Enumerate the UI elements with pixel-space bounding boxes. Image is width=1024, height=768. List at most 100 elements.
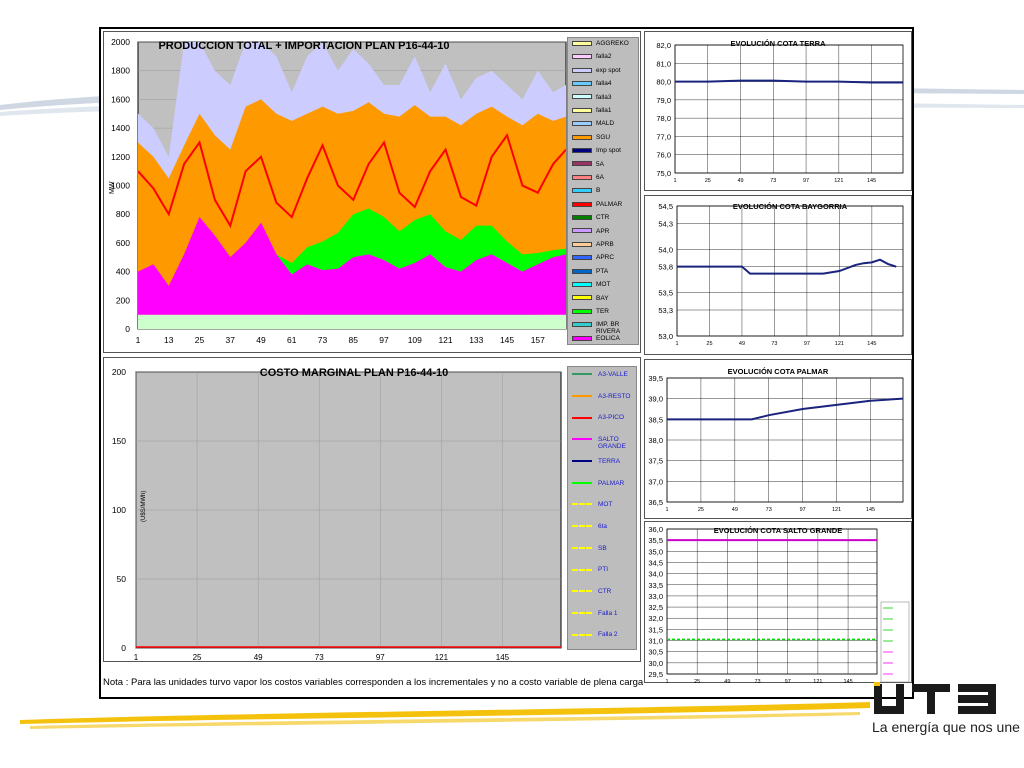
y-tick-label: 50 [117,574,127,584]
y-tick-label: 81,0 [656,59,671,68]
x-tick-label: 25 [195,335,205,345]
legend-label: CTR [598,588,612,595]
x-tick-label: 157 [531,335,545,345]
legend-label: CTR [596,214,610,222]
y-tick-label: 54,0 [658,245,673,254]
legend-item: APRB [572,241,614,248]
legend-item: exp spot [572,67,621,74]
x-tick-label: 73 [766,507,772,513]
legend-item: 5A [572,161,604,168]
x-tick-label: 145 [500,335,514,345]
legend-item: A3-VALLE [572,371,638,378]
x-tick-label: 145 [867,178,876,184]
x-tick-label: 13 [164,335,174,345]
base-band [138,314,566,329]
palmar-panel: 36,5 37,0 37,5 38,0 38,5 39,0 39,5 1 25 49 73 97 121… [644,359,912,519]
legend-label: falla3 [596,93,612,101]
legend-item: TER [572,308,609,315]
legend-item: EOLICA [572,335,620,342]
legend-label: SB [598,544,607,552]
tagline: La energía que nos une [872,719,1020,735]
legend-swatch [572,394,592,397]
legend-item: SGU [572,134,610,141]
legend-label: A3-VALLE [598,371,628,378]
y-tick-label: 33,0 [648,592,663,601]
y-tick-label: 82,0 [656,41,671,50]
y-tick-label: 53,3 [658,306,673,315]
legend-label: AGGREKO [596,40,629,47]
y-tick-label: 0 [125,324,130,334]
y-tick-label: 37,0 [648,477,663,486]
legend-item: MOT [572,281,610,288]
x-tick-label: 73 [771,341,777,347]
y-tick-label: 400 [116,267,130,277]
legend-label: PTA [596,267,609,275]
y-tick-label: 800 [116,209,130,219]
legend-item: CTR [572,588,638,595]
legend-swatch [572,161,592,167]
legend-swatch [572,67,592,73]
legend-item: AGGREKO [572,40,629,47]
y-tick-label: 0 [121,643,126,653]
x-tick-label: 121 [438,335,452,345]
mini-legend [880,601,910,683]
y-tick-label: 34,5 [648,558,663,567]
y-tick-label: 31,5 [648,625,663,634]
x-tick-label: 97 [376,653,385,662]
x-tick-label: 1 [665,679,668,684]
y-tick-label: 53,0 [658,332,673,341]
legend-item: SB [572,545,638,552]
legend-label: falla2 [596,53,612,61]
legend-item: MALD [572,120,614,127]
baygorria-panel: 53,0 53,3 53,5 53,8 54,0 54,3 54,5 1 25 49 73 97 121… [644,195,912,355]
y-tick-label: 54,5 [658,202,673,211]
x-tick-label: 145 [496,653,510,662]
legend-label: PTI [598,566,609,574]
y-tick-label: 1200 [111,152,130,162]
x-tick-label: 109 [408,335,422,345]
legend-swatch [572,134,592,140]
x-tick-label: 49 [739,341,745,347]
legend-label: Falla 2 [598,631,618,639]
y-tick-label: 35,0 [648,547,663,556]
y-tick-label: 33,5 [648,581,663,590]
production-ylabel: MW [109,181,116,194]
legend-swatch [572,590,592,593]
x-tick-label: 49 [724,679,730,684]
legend-label: APRB [596,241,614,248]
x-tick-label: 49 [732,507,738,513]
legend-label: TER [596,308,609,315]
legend-label: SGU [596,133,611,141]
legend-swatch [572,54,592,60]
y-tick-label: 600 [116,238,130,248]
saltogrande-chart: 29,5 30,0 30,5 31,0 31,5 32,0 32,5 33,0 33,5 34,0… [648,525,910,685]
x-tick-label: 1 [665,507,668,513]
legend-swatch [572,568,592,571]
legend-label: falla1 [596,107,612,114]
y-tick-label: 79,0 [656,96,671,105]
y-tick-label: 30,0 [648,659,663,668]
y-tick-label: 39,0 [648,395,663,404]
legend-item: Falla 1 [572,610,638,617]
legend-item: APR [572,228,609,235]
ute-logo [874,682,996,714]
legend-item: IMP. BR RIVERA [572,321,632,335]
y-tick-label: 1800 [111,66,130,76]
y-tick-label: 78,0 [656,114,671,123]
y-tick-label: 150 [112,436,126,446]
legend-swatch [572,107,592,113]
legend-label: PALMAR [598,479,625,487]
legend-item: MOT [572,501,638,508]
x-tick-label: 49 [737,178,743,184]
legend-label: Falla 1 [598,609,618,617]
series-line [677,258,897,275]
legend-item: falla1 [572,107,612,114]
legend-swatch [572,546,592,549]
legend-label: B [596,187,601,195]
y-tick-label: 29,5 [648,670,663,679]
legend-item: 6A [572,174,604,181]
production-panel: 0 200 400 600 800 1000 1200 1400 1600 1800 2000 1 1… [103,31,641,353]
plot-area [674,44,904,174]
y-tick-label: 200 [116,295,130,305]
costo-panel: 0 50 100 150 200 1 25 49 73 97 121 145 COSTO MARGI… [103,357,641,662]
